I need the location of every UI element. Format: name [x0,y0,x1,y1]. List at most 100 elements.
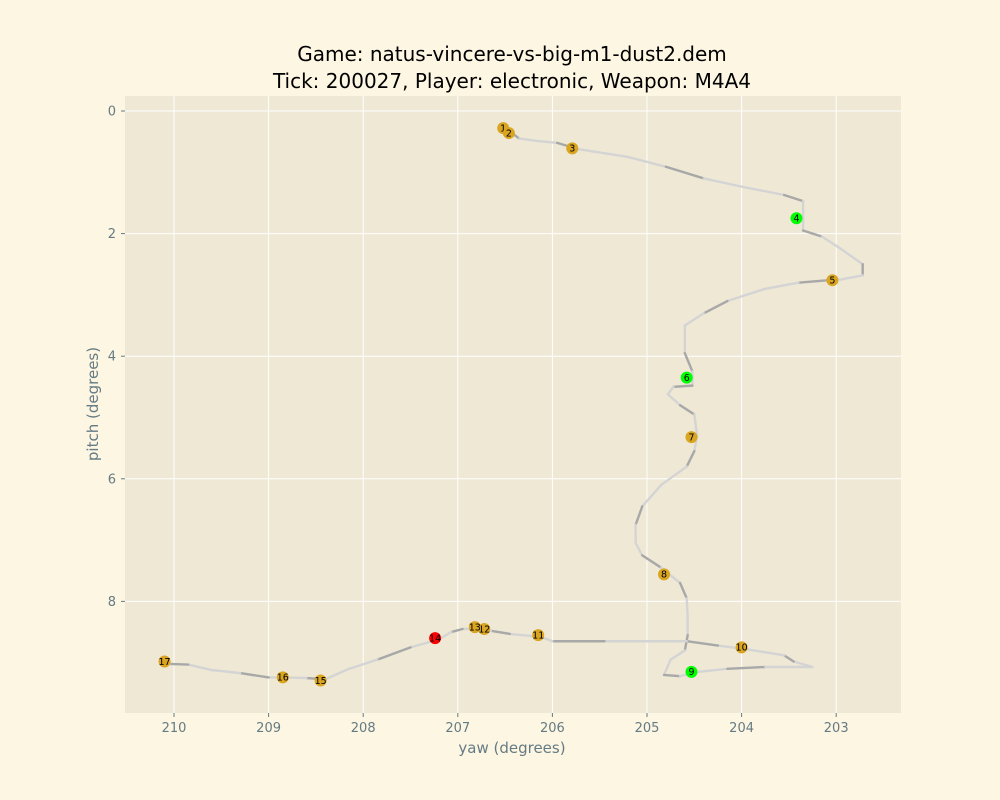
shot-label: 13 [469,622,481,633]
y-tick-label: 8 [108,595,116,610]
path-segment [634,505,644,526]
path-segment [347,658,379,671]
path-segment [839,274,864,281]
path-segment [449,627,464,634]
shot-label: 14 [429,633,441,644]
shot-marker [685,665,698,678]
shot-label: 2 [506,128,512,139]
x-axis-label: yaw (degrees) [458,739,565,757]
path-segment [678,581,688,600]
path-segment [693,413,699,438]
shot-point: 15 [315,674,327,687]
shot-point: 8 [658,568,671,581]
shot-label: 3 [569,144,575,155]
path-segment [664,165,705,180]
shot-label: 12 [478,624,490,635]
shot-label: 1 [500,123,506,134]
shot-label: 11 [532,630,544,641]
shot-point: 11 [532,629,544,641]
shot-label: 16 [277,673,289,684]
x-tick-label: 204 [729,721,754,736]
path-segment [695,667,729,674]
shot-point: 12 [478,622,491,635]
path-segment [626,155,668,168]
shot-marker [826,274,839,287]
path-segment [782,193,805,203]
x-tick-label: 205 [635,721,660,736]
shot-label: 8 [661,570,667,581]
path-segment [168,662,190,666]
path-segment [683,351,694,373]
shot-point: 3 [566,142,579,155]
shot-marker [735,641,748,654]
path-segment [662,658,672,677]
y-axis-label: pitch (degrees) [84,347,102,461]
x-tick-label: 210 [162,721,187,736]
shot-marker [502,127,515,140]
path-segment [662,673,682,678]
x-tick-label: 207 [445,721,470,736]
shot-marker [276,671,289,684]
path-segment [745,186,786,197]
path-segment [745,648,786,657]
shot-point: 7 [685,431,698,444]
path-segment [376,646,412,661]
path-segment [666,393,682,407]
path-segment [659,465,688,487]
shot-marker [532,629,545,642]
x-tick-label: 206 [540,721,565,736]
path-segment [839,247,864,266]
path-segment [518,137,540,143]
path-segment [683,633,689,652]
x-tick-label: 208 [351,721,376,736]
shot-point: 17 [158,655,171,668]
path-segment [186,663,214,672]
shot-point: 4 [790,212,803,225]
shot-label: 5 [829,275,835,286]
plot-area [125,96,901,713]
shot-point: 14 [429,632,441,644]
path-segment [666,385,675,396]
shot-marker [478,622,491,635]
shot-point: 9 [685,665,698,678]
shot-point: 6 [680,371,693,384]
path-segment [672,384,694,389]
path-segment [489,629,512,636]
aim-path [163,126,864,681]
shot-label: 7 [688,432,694,443]
shot-point: 10 [735,641,748,654]
shot-label: 6 [684,373,690,384]
path-segment [641,483,663,508]
shot-label: 10 [736,643,748,654]
shot-marker [158,655,171,668]
path-segment [820,235,843,251]
path-segment [685,597,689,618]
shot-marker [685,431,698,444]
path-segment [726,665,767,671]
path-segment [683,312,705,327]
shot-point: 2 [502,127,515,140]
path-segment [641,554,663,569]
chart-title-line-1: Game: natus-vincere-vs-big-m1-dust2.dem [297,42,727,66]
y-tick-label: 2 [108,227,116,242]
shot-label: 15 [315,676,327,687]
path-segment [685,450,696,468]
shot-label: 4 [793,214,799,225]
shot-point: 16 [276,671,289,684]
path-segment [239,671,270,679]
path-segment [324,667,351,681]
path-segment [792,660,814,669]
shot-point: 5 [826,274,839,287]
path-segment [702,299,729,315]
y-tick-label: 6 [108,472,116,487]
y-tick-label: 0 [108,105,116,120]
path-segment [537,139,559,145]
x-tick-label: 203 [824,721,849,736]
shot-marker [566,142,579,155]
shot-marker [680,371,693,384]
path-segment [801,229,824,238]
path-segment [210,668,242,675]
